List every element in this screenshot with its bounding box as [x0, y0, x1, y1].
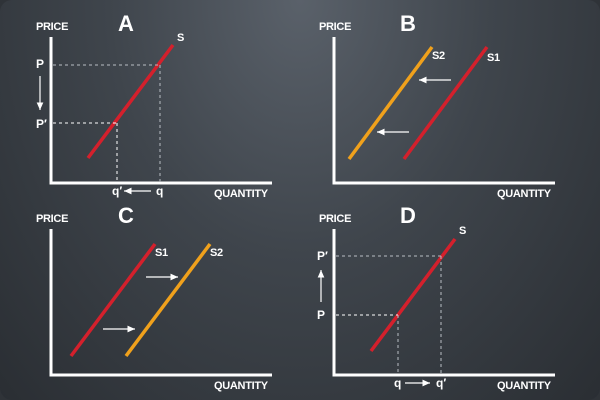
panel-d-label-p: P	[317, 308, 325, 322]
panel-b-price-axis-label: PRICE	[319, 21, 351, 33]
panel-b: PRICE B QUANTITY S1 S2	[319, 11, 555, 200]
panel-b-label-s1: S1	[487, 52, 500, 64]
panel-d-label-q: q	[394, 376, 401, 390]
panel-a-label-q-prime: q′	[112, 184, 122, 198]
panel-c-price-axis-label: PRICE	[36, 213, 68, 225]
panel-d-supply-curve	[369, 237, 457, 353]
panel-c-letter: C	[118, 203, 134, 228]
panel-d-quantity-axis-label: QUANTITY	[497, 380, 552, 392]
panel-a-quantity-axis-label: QUANTITY	[214, 188, 269, 200]
panel-b-quantity-axis-label: QUANTITY	[497, 188, 552, 200]
panel-a-label-p-prime: P′	[36, 117, 47, 131]
panel-a-curve-label: S	[177, 32, 184, 44]
panel-d-letter: D	[400, 203, 416, 228]
panel-a-axes	[49, 37, 272, 185]
panel-d: PRICE D QUANTITY S P′ P q q′	[317, 203, 555, 392]
panel-c: PRICE C QUANTITY S1 S2	[36, 203, 272, 392]
panel-b-axes	[332, 37, 555, 185]
panel-b-supply-curve-s2	[347, 45, 434, 161]
panel-b-supply-curve-s1	[402, 45, 489, 161]
panel-b-letter: B	[400, 11, 416, 36]
panel-d-axes	[332, 229, 555, 377]
panel-a-supply-curve	[86, 43, 175, 160]
panel-c-label-s1: S1	[155, 247, 168, 259]
panel-a-letter: A	[118, 11, 134, 36]
panel-c-axes	[49, 229, 272, 377]
panel-a: PRICE A QUANTITY S P P′ q′ q	[36, 11, 272, 200]
panel-d-label-p-prime: P′	[317, 249, 328, 263]
panel-c-quantity-axis-label: QUANTITY	[214, 380, 269, 392]
panel-d-curve-label: S	[459, 225, 466, 237]
panel-a-label-q: q	[156, 184, 163, 198]
panel-d-price-axis-label: PRICE	[319, 213, 351, 225]
panel-a-price-axis-label: PRICE	[36, 21, 68, 33]
panel-b-label-s2: S2	[432, 50, 445, 62]
panel-c-supply-curve-s2	[124, 242, 212, 358]
panel-c-label-s2: S2	[210, 247, 223, 259]
panel-d-label-q-prime: q′	[436, 376, 446, 390]
panel-c-supply-curve-s1	[69, 242, 157, 358]
panel-a-label-p: P	[36, 57, 44, 71]
